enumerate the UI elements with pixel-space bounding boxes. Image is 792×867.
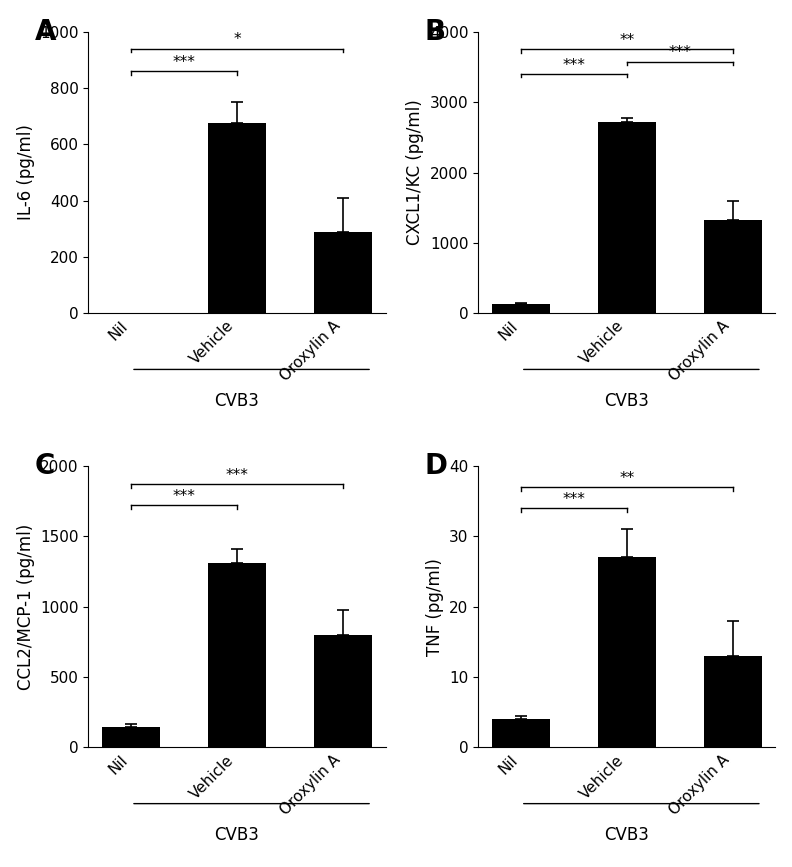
Bar: [492, 720, 550, 747]
Text: ***: ***: [173, 489, 196, 504]
Text: A: A: [35, 17, 56, 46]
Text: CVB3: CVB3: [604, 826, 649, 844]
Bar: [314, 635, 372, 747]
Text: B: B: [425, 17, 446, 46]
Text: **: **: [619, 471, 634, 486]
Bar: [102, 727, 160, 747]
Text: ***: ***: [226, 468, 249, 483]
Bar: [314, 231, 372, 313]
Bar: [208, 563, 266, 747]
Text: C: C: [35, 452, 55, 480]
Text: ***: ***: [668, 45, 691, 61]
Bar: [208, 123, 266, 313]
Y-axis label: CXCL1/KC (pg/ml): CXCL1/KC (pg/ml): [406, 100, 425, 245]
Bar: [703, 656, 762, 747]
Text: *: *: [233, 32, 241, 48]
Bar: [598, 122, 656, 313]
Text: CVB3: CVB3: [215, 392, 260, 410]
Text: CVB3: CVB3: [604, 392, 649, 410]
Text: ***: ***: [173, 55, 196, 70]
Bar: [703, 220, 762, 313]
Y-axis label: TNF (pg/ml): TNF (pg/ml): [425, 557, 444, 655]
Bar: [598, 557, 656, 747]
Text: D: D: [425, 452, 447, 480]
Text: ***: ***: [562, 57, 585, 73]
Y-axis label: CCL2/MCP-1 (pg/ml): CCL2/MCP-1 (pg/ml): [17, 524, 35, 690]
Text: ***: ***: [562, 492, 585, 507]
Bar: [492, 304, 550, 313]
Y-axis label: IL-6 (pg/ml): IL-6 (pg/ml): [17, 125, 35, 220]
Text: **: **: [619, 33, 634, 48]
Text: CVB3: CVB3: [215, 826, 260, 844]
